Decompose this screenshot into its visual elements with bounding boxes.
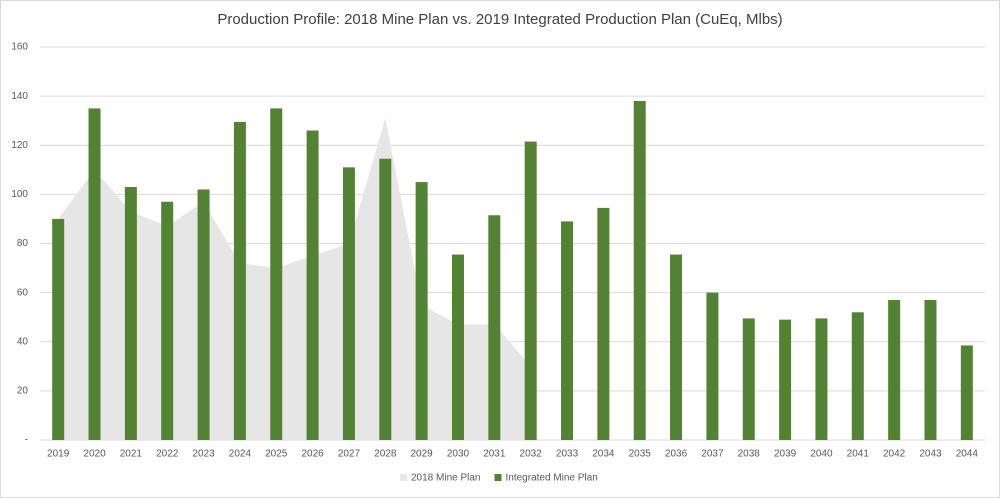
bar [888,299,901,440]
x-tick-label: 2024 [229,449,252,460]
x-tick-label: 2033 [556,449,579,460]
x-tick-label: 2031 [483,449,506,460]
y-tick-label: 80 [17,238,29,249]
x-tick-label: 2036 [665,449,688,460]
legend-label: Integrated Mine Plan [506,473,598,484]
bar [451,254,464,440]
y-tick-label: 160 [11,42,28,53]
x-tick-label: 2040 [810,449,833,460]
chart-title: Production Profile: 2018 Mine Plan vs. 2… [217,11,782,28]
bar [124,187,137,440]
bar [924,299,937,440]
bar [960,345,973,440]
bar [270,108,283,440]
x-tick-label: 2026 [301,449,324,460]
x-tick-label: 2032 [520,449,543,460]
area [58,118,531,440]
x-tick-label: 2027 [338,449,361,460]
bar [815,318,828,440]
bar [524,141,537,441]
x-tick-label: 2019 [47,449,70,460]
bar [379,158,392,440]
legend-swatch [494,474,502,481]
bar [779,319,792,440]
y-tick-label: 60 [17,287,29,298]
x-tick-label: 2035 [629,449,652,460]
x-tick-label: 2021 [120,449,143,460]
y-tick-label: 140 [11,91,28,102]
x-tick-label: 2038 [738,449,761,460]
bar [415,182,428,440]
x-tick-label: 2022 [156,449,179,460]
bar [233,121,246,441]
bar [488,215,501,440]
x-tick-label: 2029 [411,449,434,460]
bar [742,318,755,440]
x-tick-label: 2028 [374,449,397,460]
x-tick-label: 2043 [919,449,942,460]
legend-label: 2018 Mine Plan [411,473,481,484]
x-tick-label: 2041 [847,449,870,460]
bar [342,167,355,440]
bar [633,101,646,440]
x-tick-label: 2042 [883,449,906,460]
x-tick-label: 2030 [447,449,470,460]
y-tick-label: 40 [17,336,29,347]
y-tick-label: - [25,435,28,446]
x-tick-label: 2039 [774,449,797,460]
bar [88,108,101,440]
bar [561,221,574,440]
bar [52,218,65,440]
y-tick-label: 120 [11,140,28,151]
bar [306,130,319,440]
x-tick-label: 2023 [192,449,215,460]
bar [706,292,719,440]
x-tick-label: 2034 [592,449,615,460]
bar [670,254,683,440]
x-tick-label: 2044 [956,449,979,460]
x-tick-label: 2020 [83,449,106,460]
bar [197,189,210,440]
x-tick-label: 2025 [265,449,288,460]
bar [851,312,864,440]
y-tick-label: 100 [11,189,28,200]
legend-swatch [400,474,407,481]
x-tick-label: 2037 [701,449,724,460]
y-tick-label: 20 [17,386,29,397]
bar [597,207,610,440]
bar [161,201,174,440]
